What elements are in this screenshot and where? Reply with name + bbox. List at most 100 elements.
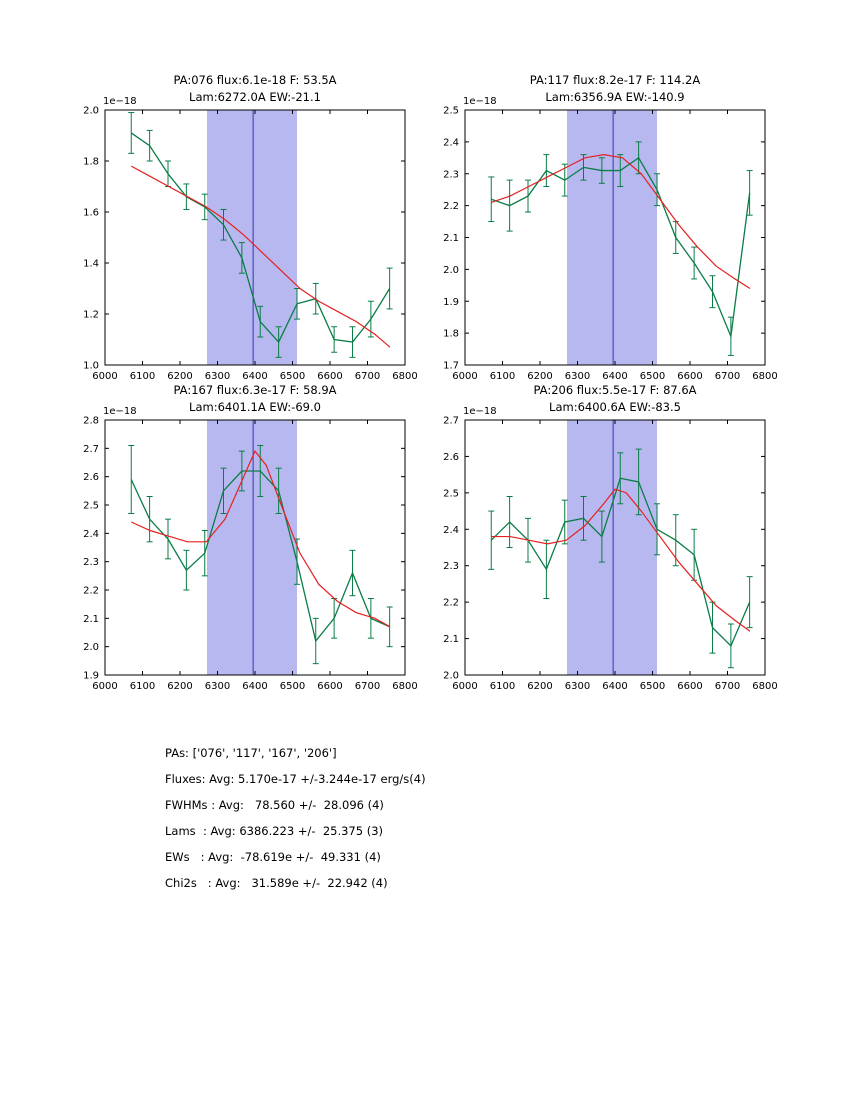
y-axis-offset-label: 1e−18 xyxy=(103,406,137,417)
x-tick-label: 6700 xyxy=(355,371,380,382)
subplot-title-line1: PA:076 flux:6.1e-18 F: 53.5A xyxy=(173,73,337,87)
y-tick-label: 2.4 xyxy=(83,529,99,540)
x-tick-label: 6400 xyxy=(602,681,627,692)
shaded-band xyxy=(567,110,657,365)
shaded-band xyxy=(207,420,297,675)
y-tick-label: 2.5 xyxy=(443,488,459,499)
fit-line xyxy=(491,488,751,632)
y-tick-label: 2.3 xyxy=(443,169,459,180)
x-tick-label: 6300 xyxy=(565,371,590,382)
y-tick-label: 2.5 xyxy=(83,501,99,512)
plot-area-svg: 6000 6100 6200 6300 6400 6500 6600 6700 6800 1.0 1… xyxy=(83,106,418,382)
y-tick-label: 2.8 xyxy=(83,416,99,427)
y-tick-label: 2.7 xyxy=(83,444,99,455)
y-tick-label: 2.2 xyxy=(443,201,459,212)
x-tick-label: 6300 xyxy=(205,681,230,692)
y-tick-label: 2.0 xyxy=(83,106,99,117)
x-tick-label: 6200 xyxy=(527,371,552,382)
x-tick-label: 6800 xyxy=(392,371,417,382)
y-tick-label: 1.9 xyxy=(83,671,99,682)
x-tick-label: 6800 xyxy=(392,681,417,692)
shaded-band xyxy=(567,420,657,675)
x-tick-label: 6500 xyxy=(640,371,665,382)
x-tick-label: 6100 xyxy=(130,371,155,382)
subplot-title-line2: Lam:6272.0A EW:-21.1 xyxy=(189,90,321,104)
spectrum-data-line xyxy=(130,132,391,344)
y-tick-label: 2.1 xyxy=(443,233,459,244)
x-tick-label: 6600 xyxy=(317,371,342,382)
fit-line xyxy=(131,450,391,628)
y-tick-label: 1.0 xyxy=(83,361,99,372)
y-tick-label: 1.4 xyxy=(83,259,99,270)
subplot-title-line1: PA:206 flux:5.5e-17 F: 87.6A xyxy=(533,383,697,397)
x-tick-label: 6500 xyxy=(640,681,665,692)
fit-line xyxy=(491,154,751,290)
x-tick-label: 6100 xyxy=(490,681,515,692)
y-tick-label: 2.0 xyxy=(443,671,459,682)
x-tick-label: 6600 xyxy=(677,681,702,692)
y-axis-offset-label: 1e−18 xyxy=(463,406,497,417)
x-tick-label: 6100 xyxy=(490,371,515,382)
x-tick-label: 6200 xyxy=(167,681,192,692)
plot-area-svg: 6000 6100 6200 6300 6400 6500 6600 6700 6800 2.0 2… xyxy=(443,416,778,692)
y-tick-label: 2.6 xyxy=(83,472,99,483)
subplot-title-line1: PA:117 flux:8.2e-17 F: 114.2A xyxy=(529,73,701,87)
y-tick-label: 1.8 xyxy=(443,329,459,340)
summary-line-fluxes: Fluxes: Avg: 5.170e-17 +/-3.244e-17 erg/… xyxy=(165,772,426,786)
spectrum-data-line xyxy=(130,470,390,643)
x-tick-label: 6600 xyxy=(677,371,702,382)
x-tick-label: 6000 xyxy=(92,371,117,382)
x-tick-label: 6400 xyxy=(242,681,267,692)
x-tick-label: 6000 xyxy=(452,371,477,382)
y-tick-label: 2.2 xyxy=(443,598,459,609)
subplot-title-line2: Lam:6401.1A EW:-69.0 xyxy=(189,400,321,414)
subplot-pa076: PA:076 flux:6.1e-18 F: 53.5A Lam:6272.0A… xyxy=(50,72,428,392)
x-tick-label: 6600 xyxy=(317,681,342,692)
subplot-title-line1: PA:167 flux:6.3e-17 F: 58.9A xyxy=(173,383,337,397)
x-tick-label: 6700 xyxy=(715,371,740,382)
spectrum-data-line xyxy=(490,477,751,647)
x-tick-label: 6500 xyxy=(280,371,305,382)
y-tick-label: 1.2 xyxy=(83,310,99,321)
summary-line-chi2s: Chi2s : Avg: 31.589e +/- 22.942 (4) xyxy=(165,876,388,890)
y-axis-offset-label: 1e−18 xyxy=(463,96,497,107)
y-tick-label: 2.2 xyxy=(83,586,99,597)
subplot-pa117: PA:117 flux:8.2e-17 F: 114.2A Lam:6356.9… xyxy=(410,72,788,392)
plot-area-svg: 6000 6100 6200 6300 6400 6500 6600 6700 6800 1.7 1… xyxy=(443,106,778,382)
y-tick-label: 2.3 xyxy=(443,561,459,572)
x-tick-label: 6500 xyxy=(280,681,305,692)
y-tick-label: 2.4 xyxy=(443,137,459,148)
y-tick-label: 2.0 xyxy=(443,265,459,276)
y-tick-label: 2.1 xyxy=(83,614,99,625)
x-tick-label: 6200 xyxy=(167,371,192,382)
y-tick-label: 1.6 xyxy=(83,208,99,219)
summary-line-pas: PAs: ['076', '117', '167', '206'] xyxy=(165,746,337,760)
plot-area-svg: 6000 6100 6200 6300 6400 6500 6600 6700 6800 1.9 2… xyxy=(83,416,418,692)
x-tick-label: 6700 xyxy=(715,681,740,692)
y-tick-label: 2.5 xyxy=(443,106,459,117)
x-tick-label: 6400 xyxy=(242,371,267,382)
x-tick-label: 6700 xyxy=(355,681,380,692)
summary-line-fwhms: FWHMs : Avg: 78.560 +/- 28.096 (4) xyxy=(165,798,384,812)
summary-line-lams: Lams : Avg: 6386.223 +/- 25.375 (3) xyxy=(165,824,384,838)
y-tick-label: 2.3 xyxy=(83,557,99,568)
x-tick-label: 6000 xyxy=(452,681,477,692)
x-tick-label: 6300 xyxy=(565,681,590,692)
y-tick-label: 2.1 xyxy=(443,634,459,645)
x-tick-label: 6400 xyxy=(602,371,627,382)
spectrum-data-line xyxy=(491,156,751,339)
y-tick-label: 2.6 xyxy=(443,452,459,463)
subplot-pa206: PA:206 flux:5.5e-17 F: 87.6A Lam:6400.6A… xyxy=(410,382,788,702)
y-tick-label: 1.8 xyxy=(83,157,99,168)
x-tick-label: 6200 xyxy=(527,681,552,692)
fit-line xyxy=(130,165,391,348)
subplot-title-line2: Lam:6356.9A EW:-140.9 xyxy=(545,90,685,104)
y-tick-label: 1.7 xyxy=(443,361,459,372)
y-tick-label: 2.4 xyxy=(443,525,459,536)
y-tick-label: 2.0 xyxy=(83,642,99,653)
subplot-pa167: PA:167 flux:6.3e-17 F: 58.9A Lam:6401.1A… xyxy=(50,382,428,702)
y-tick-label: 2.7 xyxy=(443,416,459,427)
shaded-band xyxy=(207,110,297,365)
summary-line-ews: EWs : Avg: -78.619e +/- 49.331 (4) xyxy=(165,850,381,864)
